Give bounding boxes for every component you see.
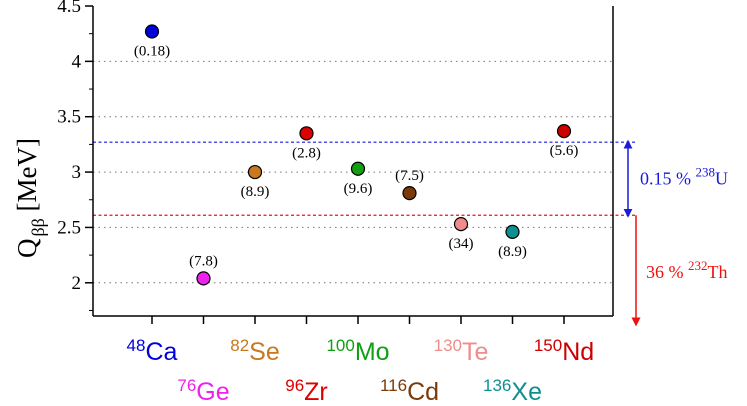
reference-lines <box>93 139 641 327</box>
u-background-label: 0.15 % 238U <box>640 165 728 189</box>
isotope-label-se: 82Se <box>230 336 280 366</box>
data-label-ge: (7.8) <box>189 253 218 269</box>
th-background-label: 36 % 232Th <box>646 258 728 282</box>
data-point-mo <box>350 161 366 176</box>
data-label-te: (34) <box>449 236 474 252</box>
data-label-se: (8.9) <box>241 184 270 200</box>
bg-annotations: 0.15 % 238U 36 % 232Th <box>640 165 728 282</box>
isotope-label-ca: 48Ca <box>127 336 178 366</box>
data-point-ca <box>144 24 160 39</box>
isotope-label-xe: 136Xe <box>483 376 542 406</box>
y-tick-label: 3 <box>72 162 82 183</box>
y-tick-label: 2.5 <box>57 217 81 238</box>
y-tick-label: 3.5 <box>57 107 81 128</box>
data-point-nd <box>556 124 572 139</box>
data-label-mo: (9.6) <box>344 181 373 197</box>
data-point-ge <box>196 271 211 286</box>
y-tick-label: 4.5 <box>57 0 81 17</box>
isotope-label-nd: 150Nd <box>534 336 594 366</box>
y-tick-label: 4 <box>72 51 82 72</box>
isotope-label-mo: 100Mo <box>326 336 389 366</box>
data-point-zr <box>299 126 314 141</box>
isotope-label-cd: 116Cd <box>380 376 439 406</box>
data-point-xe <box>505 224 520 239</box>
axes: 2 2.5 3 3.5 4 4.5 <box>57 0 614 324</box>
data-label-nd: (5.6) <box>550 143 579 159</box>
data-label-xe: (8.9) <box>498 244 527 260</box>
y-tick-label: 2 <box>72 273 82 294</box>
y-axis-label: Qββ [MeV] <box>12 138 48 258</box>
data-point-cd <box>402 186 417 201</box>
data-points: (0.18) (7.8) (8.9) (2.8) (9.6) (7.5) (34) (8.9)… <box>134 24 579 286</box>
data-point-se <box>247 164 263 180</box>
isotope-label-ge: 76Ge <box>177 376 229 406</box>
data-point-te <box>453 217 469 232</box>
isotope-label-te: 130Te <box>434 336 489 366</box>
data-label-ca: (0.18) <box>134 43 170 59</box>
isotope-label-zr: 96Zr <box>285 376 328 406</box>
data-label-cd: (7.5) <box>395 168 424 184</box>
data-label-zr: (2.8) <box>292 145 321 161</box>
